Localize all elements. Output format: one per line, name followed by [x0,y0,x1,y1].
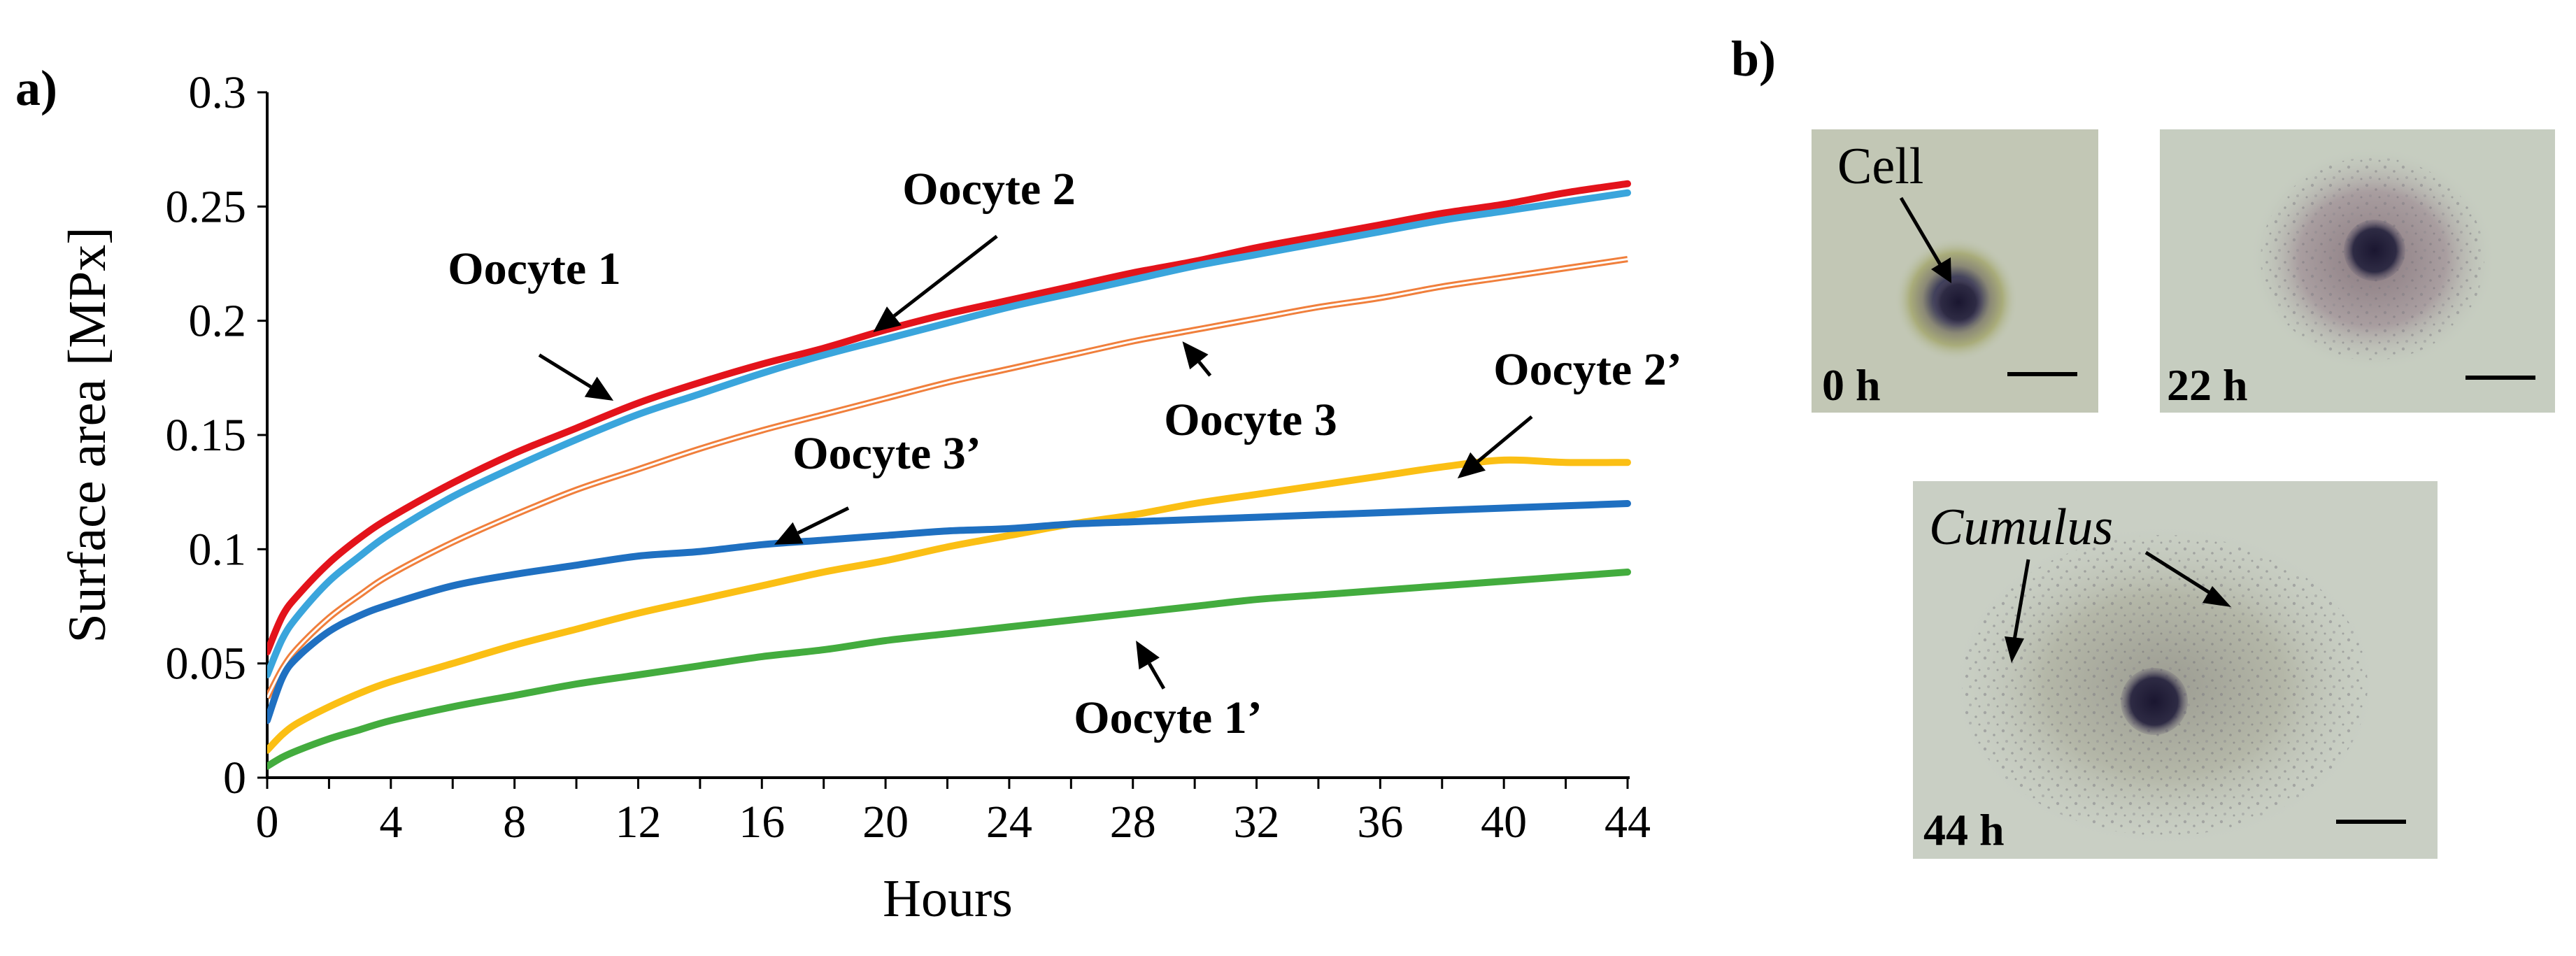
series-annotation-label: Oocyte 3’ [792,428,981,479]
cumulus-arrow-left-head [2005,636,2024,663]
cumulus-annotation-label: Cumulus [1929,499,2113,556]
y-tick-label: 0.2 [189,296,247,347]
panel-b-label: b) [1731,31,1776,87]
annotation-arrow-head [873,306,902,332]
annotation-arrow-line [538,353,592,389]
annotation-arrow-head [1136,641,1160,670]
series-annotations: Oocyte 1 Oocyte 2 Oocyte 3 Oocyte 2’ Oocyte … [448,164,1681,743]
photo-44h-time: 44 h [1923,805,2005,855]
series-annotation-label: Oocyte 2 [902,164,1075,215]
annotation-arrow-line [1476,415,1533,463]
annotation-arrow-head [584,376,614,401]
series-annotation-label: Oocyte 3 [1164,394,1337,445]
x-tick-label: 40 [1481,797,1527,848]
series-layer [267,180,1631,770]
series-line-oocyte-2 [267,189,1631,678]
y-axis-ticks: 0 0.05 0.1 0.15 0.2 0.25 0.3 [166,67,267,804]
x-tick-label: 8 [503,797,526,848]
annotation-arrow-line [1148,662,1166,690]
y-tick-label: 0.05 [166,638,247,690]
photo-22h-time: 22 h [2167,360,2248,410]
cumulus-arrow-left-line [2012,559,2030,641]
cumulus-arrow-right-line [2144,550,2212,595]
series-line-oocyte-3-inner [267,258,1628,699]
annotation-arrow-head [1182,341,1209,370]
x-tick-label: 4 [379,797,402,848]
series-line-oocyte-1-prime [267,569,1631,770]
annotation-arrow-line [892,234,998,318]
photo-0h-time: 0 h [1822,360,1881,410]
photo-0h: Cell 0 h [1812,129,2098,413]
y-tick-label: 0 [223,752,246,804]
oocyte-nucleus-44h [2121,668,2188,735]
series-line-oocyte-2-prime [267,456,1631,754]
cell-arrow-head [1931,257,1951,283]
x-tick-label: 32 [1234,797,1280,848]
x-tick-label: 24 [986,797,1032,848]
series-annotation-label: Oocyte 1’ [1074,692,1262,743]
x-axis-title: Hours [883,869,1013,928]
x-tick-label: 20 [862,797,909,848]
y-tick-label: 0.25 [166,181,247,232]
panel-a-label: a) [15,60,57,116]
y-tick-label: 0.15 [166,410,247,461]
annotation-arrow-line [1197,360,1212,377]
annotation-arrow-head [1457,452,1486,479]
oocyte-nucleus-22h [2344,220,2405,281]
series-annotation-label: Oocyte 2’ [1493,344,1681,395]
series-line-oocyte-3-prime [267,500,1631,725]
x-tick-label: 44 [1604,797,1651,848]
cell-annotation-label: Cell [1837,138,1923,195]
series-line-oocyte-1 [267,180,1631,656]
annotation-arrow-head [774,522,804,545]
cumulus-arrow-right-head [2203,586,2231,607]
oocyte-nucleus-0h [1933,277,1984,327]
x-tick-label: 0 [256,797,279,848]
photo-44h: Cumulus 44 h [1913,481,2438,859]
photo-22h: 22 h [2160,129,2555,413]
x-tick-label: 16 [739,797,785,848]
y-axis-title: Surface area [MPx] [58,227,117,643]
x-tick-label: 12 [615,797,661,848]
series-annotation-label: Oocyte 1 [448,243,620,294]
cell-arrow-line [1899,197,1945,271]
annotation-arrow-line [797,506,850,535]
y-tick-label: 0.3 [189,67,247,118]
y-tick-label: 0.1 [189,524,247,575]
x-tick-label: 36 [1357,797,1403,848]
x-tick-label: 28 [1110,797,1156,848]
x-axis-ticks: 0 4 8 12 16 20 24 28 32 36 40 44 [256,778,1651,848]
